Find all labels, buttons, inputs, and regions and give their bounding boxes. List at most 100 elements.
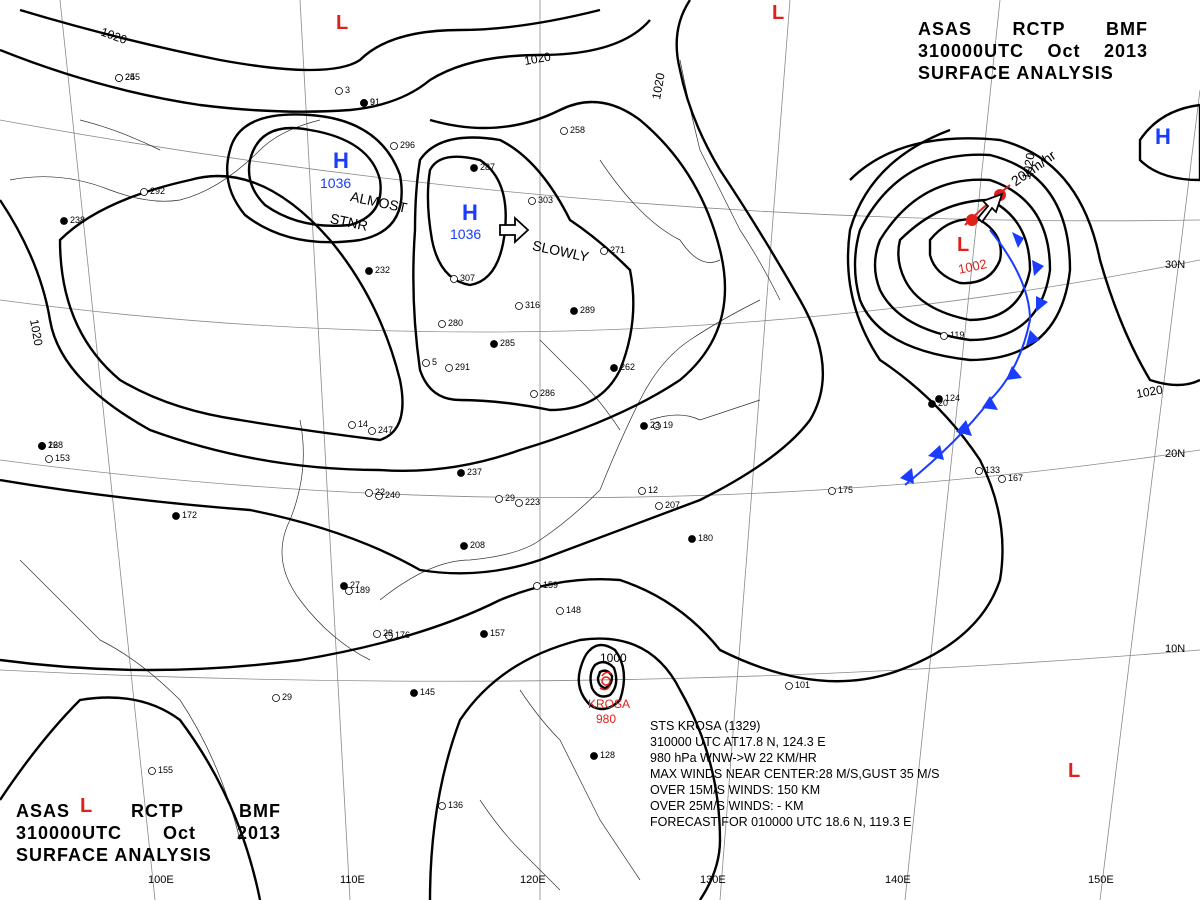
station-circle	[490, 340, 498, 348]
lat-label: 20N	[1165, 448, 1185, 460]
station-circle	[365, 267, 373, 275]
header-top-station: RCTP	[1012, 19, 1066, 39]
station-circle	[975, 467, 983, 475]
station-circle	[556, 607, 564, 615]
station-value: 292	[150, 186, 166, 196]
movement-arrows	[499, 192, 1004, 245]
high-center-east-value: 1036	[450, 226, 482, 242]
station-circle	[335, 87, 343, 95]
station-value: 247	[378, 425, 394, 435]
station-circle	[340, 582, 348, 590]
lat-label: 30N	[1165, 259, 1185, 271]
station-circle	[940, 332, 948, 340]
station-value: 180	[698, 533, 714, 543]
header-bottom-month: Oct	[163, 823, 197, 843]
typhoon-info-line: 980 hPa WNW->W 22 KM/HR	[650, 751, 817, 765]
station-circle	[998, 475, 1006, 483]
station-value: 232	[375, 265, 391, 275]
station-circle	[655, 502, 663, 510]
station-circle	[450, 275, 458, 283]
cold-front	[900, 229, 1048, 486]
isobar-label: 1020	[1019, 151, 1037, 180]
header-bottom-year: 2013	[236, 823, 281, 843]
station-circle	[445, 364, 453, 372]
lat-label: 10N	[1165, 643, 1185, 655]
station-value: 9	[370, 97, 376, 107]
typhoon-pressure: 980	[596, 712, 617, 726]
header-bottom-station: RCTP	[131, 801, 184, 821]
isobar-label: 1020	[523, 49, 552, 67]
lon-label: 100E	[148, 874, 174, 886]
station-value: 153	[55, 453, 71, 463]
station-value: 28	[383, 628, 394, 638]
station-value: 291	[455, 362, 471, 372]
station-value: 133	[985, 465, 1001, 475]
isobar-labels: 1020 1020 1020 1020 1020 1020 1000	[27, 25, 1164, 665]
high-center-pacific-letter: H	[1155, 124, 1171, 149]
station-circle	[140, 188, 148, 196]
station-circle	[653, 422, 661, 430]
station-circle	[410, 689, 418, 697]
isobar-label: 1020	[1135, 382, 1164, 400]
station-value: 258	[570, 125, 586, 135]
station-value: 207	[665, 500, 681, 510]
station-value: 155	[158, 765, 174, 775]
station-value: 316	[525, 300, 541, 310]
typhoon-name: KROSA	[588, 697, 631, 711]
station-value: 296	[400, 140, 416, 150]
station-value: 159	[543, 580, 559, 590]
station-circle	[148, 767, 156, 775]
station-circle	[560, 127, 568, 135]
grid-labels: 110E 120E 130E 140E 150E 100E 30N 20N 10…	[148, 259, 1185, 886]
station-value: 168	[48, 440, 64, 450]
station-value: 20	[938, 398, 949, 408]
typhoon-info-line: OVER 15M/S WINDS: 150 KM	[650, 783, 821, 797]
lon-label: 140E	[885, 874, 911, 886]
lon-label: 120E	[520, 874, 546, 886]
station-circle	[515, 499, 523, 507]
station-value: 5	[432, 357, 438, 367]
station-value: 176	[395, 630, 411, 640]
station-value: 91	[370, 97, 381, 107]
station-value: 175	[838, 485, 854, 495]
station-circle	[385, 632, 393, 640]
station-circle	[610, 364, 618, 372]
station-circle	[348, 421, 356, 429]
station-circle	[390, 142, 398, 150]
isobar-label: 1020	[27, 318, 45, 347]
station-value: 271	[610, 245, 626, 255]
station-circle	[422, 359, 430, 367]
station-value: 167	[1008, 473, 1024, 483]
header-bottom-code: BMF	[239, 801, 281, 821]
lon-label: 130E	[700, 874, 726, 886]
station-circle	[828, 487, 836, 495]
station-value: 189	[355, 585, 371, 595]
low-center-southeast-letter: L	[1068, 760, 1081, 782]
station-value: 303	[538, 195, 554, 205]
typhoon-symbol	[599, 671, 613, 691]
station-value: 119	[950, 330, 965, 340]
header-bottom-time: 310000UTC	[16, 823, 123, 843]
station-circle	[460, 542, 468, 550]
station-circle	[345, 587, 353, 595]
station-value: 22	[375, 487, 386, 497]
station-circle	[640, 422, 648, 430]
lon-label: 110E	[340, 874, 365, 886]
station-value: 29	[282, 692, 293, 702]
lon-label: 150E	[1088, 874, 1114, 886]
station-value: 29	[505, 493, 516, 503]
station-value: 172	[182, 510, 198, 520]
station-circle	[45, 455, 53, 463]
station-value: 307	[460, 273, 476, 283]
station-circle	[515, 302, 523, 310]
station-circle	[457, 469, 465, 477]
station-circle	[480, 630, 488, 638]
station-circle	[533, 582, 541, 590]
station-value: 223	[525, 497, 541, 507]
station-value: 25	[125, 72, 136, 82]
station-circle	[373, 630, 381, 638]
station-circle	[272, 694, 280, 702]
typhoon-info-line: MAX WINDS NEAR CENTER:28 M/S,GUST 35 M/S	[650, 767, 940, 781]
station-circle	[60, 217, 68, 225]
